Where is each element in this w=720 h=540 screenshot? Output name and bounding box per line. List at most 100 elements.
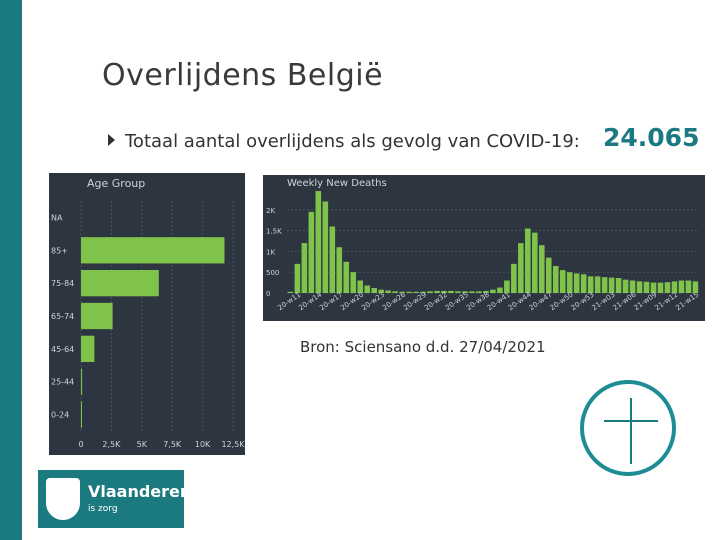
x-tick-label: 21-w03 <box>591 291 617 313</box>
bar <box>490 289 496 293</box>
x-tick-label: 20-w11 <box>276 291 302 313</box>
x-tick-label: 21-w09 <box>633 291 659 313</box>
bar <box>81 401 82 428</box>
bar <box>643 281 650 293</box>
bar <box>448 290 454 293</box>
x-tick-label: 5K <box>137 440 148 449</box>
bar <box>350 272 357 293</box>
bar <box>81 237 225 264</box>
bar <box>294 263 301 293</box>
bar <box>336 247 343 293</box>
x-tick-label: 20-w41 <box>486 291 512 313</box>
chart-title: Weekly New Deaths <box>287 178 387 189</box>
chart-title: Age Group <box>87 177 145 190</box>
y-tick-label: 500 <box>266 269 279 277</box>
bar <box>678 280 685 293</box>
bullet-text: Totaal aantal overlijdens als gevolg van… <box>125 131 580 152</box>
bar <box>594 276 601 293</box>
bar <box>657 282 664 293</box>
x-tick-label: 21-w12 <box>653 291 679 313</box>
bar <box>427 291 433 293</box>
x-tick-label: 10K <box>195 440 211 449</box>
bar <box>81 302 113 330</box>
x-tick-label: 20-w20 <box>339 291 365 313</box>
x-tick-label: 12,5K <box>221 440 245 449</box>
bar <box>462 291 468 293</box>
bar <box>636 281 643 293</box>
age-group-chart: Age Group 0 2,5K 5K 7,5K 10K 12,5K NA 85+ 75-84 65… <box>51 177 245 449</box>
bar <box>371 288 377 293</box>
x-tick-label: 21-w15 <box>674 291 700 313</box>
bar <box>692 281 699 293</box>
x-tick-label: 20-w32 <box>423 291 449 313</box>
bar <box>392 291 398 293</box>
bar <box>580 274 587 293</box>
bar <box>469 291 475 293</box>
category-label: 85+ <box>51 246 68 255</box>
category-label: NA <box>51 213 63 222</box>
cross-bar <box>604 420 658 422</box>
bar <box>385 290 391 293</box>
y-tick-label: 2K <box>266 207 275 215</box>
logo-subtitle: is zorg <box>88 504 118 514</box>
age-group-chart-panel: Age Group 0 2,5K 5K 7,5K 10K 12,5K NA 85+ 75-84 65… <box>49 173 245 455</box>
bar <box>559 270 566 293</box>
bar <box>685 280 692 293</box>
x-tick-label: 20-w38 <box>465 291 491 313</box>
bar <box>413 291 419 293</box>
weekly-deaths-chart-panel: Weekly New Deaths 0 500 1K 1.5K 2K 20-w11 20-w1… <box>263 175 705 321</box>
vlaanderen-logo: Vlaanderen is zorg <box>38 470 191 528</box>
bar <box>81 368 83 395</box>
bar <box>552 265 559 293</box>
logo-name: Vlaanderen <box>88 482 192 501</box>
x-tick-label: 20-w29 <box>402 291 428 313</box>
bar <box>357 280 364 293</box>
bar <box>587 276 594 293</box>
bar <box>518 243 524 293</box>
category-label: 45-64 <box>51 345 74 354</box>
bar <box>476 291 482 293</box>
bar <box>420 291 426 293</box>
bar <box>615 278 622 293</box>
bar <box>664 282 671 293</box>
vlaanderen-lion-icon <box>46 478 80 520</box>
weekly-deaths-chart: Weekly New Deaths 0 500 1K 1.5K 2K 20-w11 20-w1… <box>266 178 700 313</box>
bar <box>608 277 615 293</box>
bar <box>81 335 95 362</box>
bar <box>322 201 329 293</box>
y-tick-label: 1.5K <box>266 228 282 236</box>
source-note: Bron: Sciensano d.d. 27/04/2021 <box>300 338 546 356</box>
bar <box>566 272 573 293</box>
x-tick-label: 20-w50 <box>549 291 575 313</box>
bar <box>364 285 370 293</box>
bar <box>81 270 159 297</box>
bar <box>406 291 412 293</box>
bar <box>538 245 545 293</box>
bar <box>525 228 531 293</box>
bar <box>301 243 308 293</box>
bullet-arrow-icon <box>108 134 115 146</box>
side-accent-bar <box>0 0 22 540</box>
category-label: 65-74 <box>51 312 74 321</box>
bar <box>650 282 657 293</box>
bar <box>308 211 315 293</box>
category-label: 0-24 <box>51 411 69 420</box>
bar <box>378 289 384 293</box>
x-tick-label: 20-w53 <box>570 291 596 313</box>
x-tick-label: 20-w47 <box>528 291 554 313</box>
bar <box>601 277 608 293</box>
bar <box>329 226 336 293</box>
bar <box>504 280 510 293</box>
bar <box>455 291 461 293</box>
bar <box>434 290 440 293</box>
y-tick-label: 1K <box>266 248 275 256</box>
x-tick-label: 2,5K <box>102 440 121 449</box>
bar <box>441 290 447 293</box>
bar <box>622 279 629 293</box>
bullet-line: Totaal aantal overlijdens als gevolg van… <box>108 131 580 152</box>
cross-circle-icon <box>580 380 676 476</box>
bar <box>511 263 517 293</box>
category-label: 75-84 <box>51 279 74 288</box>
category-label: 25-44 <box>51 378 74 387</box>
bar <box>497 287 503 293</box>
